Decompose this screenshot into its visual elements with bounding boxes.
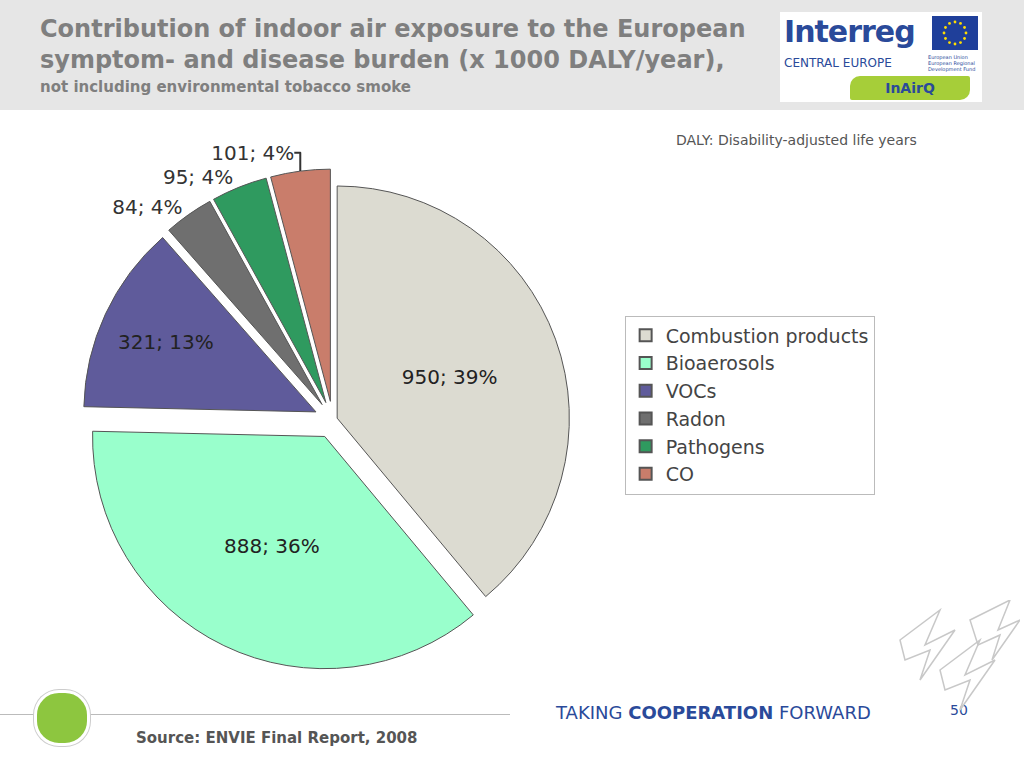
html-text:DALY: Disability-adjusted life: DALY: Disability-adjusted life years [676, 132, 917, 148]
svg-text:321; 13%: 321; 13% [118, 330, 214, 354]
html-text:not including environmental to: not including environmental tobacco smok… [40, 78, 411, 96]
svg-text:Combustion products: Combustion products [666, 325, 869, 347]
html-text:InAirQ: InAirQ [885, 80, 935, 96]
svg-text:Pathogens: Pathogens [666, 436, 765, 458]
html-text:CENTRAL EUROPE: CENTRAL EUROPE [784, 56, 892, 70]
svg-text:Radon: Radon [666, 408, 726, 430]
svg-text:95; 4%: 95; 4% [163, 165, 233, 189]
svg-text:CO: CO [666, 463, 694, 485]
svg-text:84; 4%: 84; 4% [112, 195, 182, 219]
html-text:Contribution of indoor air exp: Contribution of indoor air exposure to t… [40, 15, 746, 74]
html-text:50: 50 [950, 702, 968, 718]
svg-text:Bioaerosols: Bioaerosols [666, 352, 775, 374]
svg-text:VOCs: VOCs [666, 380, 717, 402]
html-text:TAKING COOPERATION FORWARD: TAKING COOPERATION FORWARD [556, 702, 871, 723]
svg-text:888; 36%: 888; 36% [224, 534, 320, 558]
html-text:European Union European Region: European Union European Regional Develop… [928, 54, 976, 72]
svg-text:950; 39%: 950; 39% [402, 365, 498, 389]
html-text:Source: ENVIE Final Report, 20: Source: ENVIE Final Report, 2008 [136, 729, 418, 747]
html-text:Interreg: Interreg [784, 14, 915, 49]
svg-text:101; 4%: 101; 4% [211, 141, 294, 165]
